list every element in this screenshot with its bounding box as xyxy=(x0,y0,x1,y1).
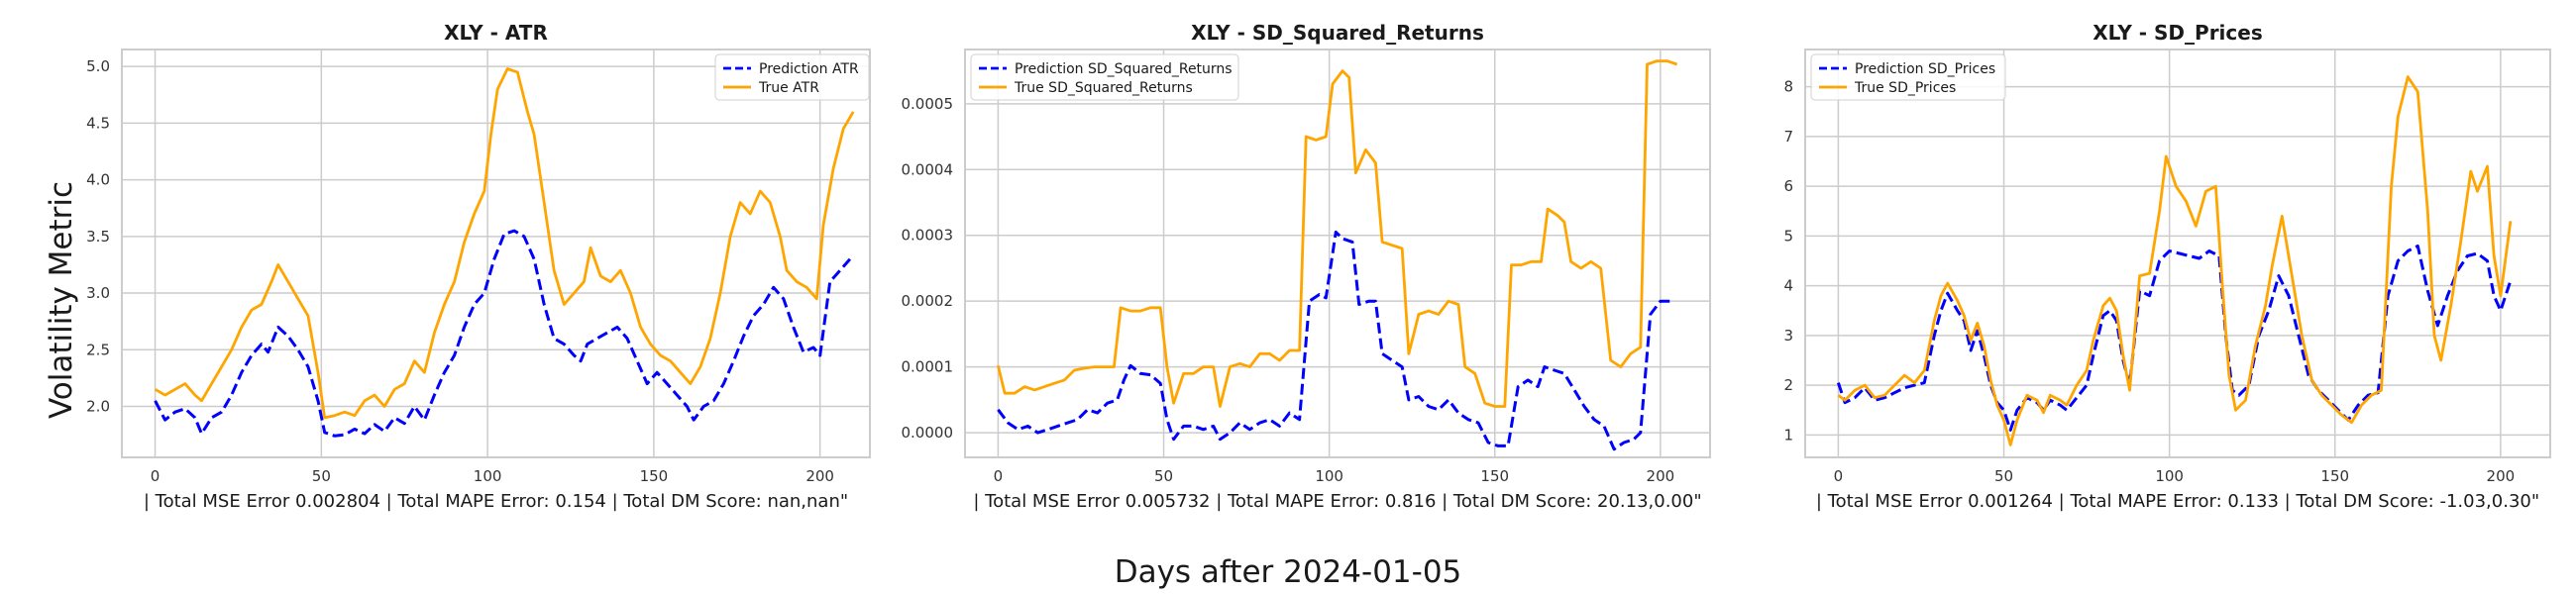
chart-panel-3: 0 50 100 150 200 1 2 3 4 5 6 7 8 XLY - SD_Prices | Tot… xyxy=(1783,21,2551,512)
y-tick-label: 4.5 xyxy=(86,114,110,132)
x-tick-label: 100 xyxy=(474,467,502,485)
y-tick-label: 7 xyxy=(1783,128,1793,146)
y-tick-label: 3.5 xyxy=(86,228,110,246)
figure-x-label: Days after 2024-01-05 xyxy=(1115,554,1462,590)
x-tick-label: 0 xyxy=(1834,467,1844,485)
y-tick-label: 4.0 xyxy=(86,171,110,189)
legend-box xyxy=(714,53,870,101)
legend: Prediction SD_Prices True SD_Prices xyxy=(1810,53,2006,101)
plot-area xyxy=(965,50,1710,457)
legend-label: Prediction SD_Prices xyxy=(1855,61,1995,77)
y-tick-label: 2.5 xyxy=(86,341,110,358)
y-tick-label: 0.0005 xyxy=(902,95,954,113)
y-tick-label: 0.0004 xyxy=(902,160,954,178)
legend: Prediction SD_Squared_Returns True SD_Squ… xyxy=(970,53,1239,101)
legend-box xyxy=(970,53,1239,101)
plot-frame xyxy=(1804,49,2551,458)
x-tick-label: 50 xyxy=(1994,467,2013,485)
y-tick-label: 4 xyxy=(1783,277,1793,295)
chart-title: XLY - SD_Squared_Returns xyxy=(1191,21,1484,45)
plot-frame xyxy=(121,49,871,458)
y-tick-label: 5.0 xyxy=(86,57,110,75)
series-line-prediction xyxy=(997,230,1670,451)
y-tick-label: 6 xyxy=(1783,177,1793,195)
legend-label: Prediction ATR xyxy=(759,61,859,77)
x-tick-label: 200 xyxy=(1647,467,1675,485)
chart-panel-1: 0 50 100 150 200 2.0 2.5 3.0 3.5 4.0 4.5 5.0 XLY - A… xyxy=(86,21,871,512)
y-tick-label: 8 xyxy=(1783,78,1793,96)
y-tick-label: 5 xyxy=(1783,227,1793,245)
x-axis-label: | Total MSE Error 0.005732 | Total MAPE … xyxy=(973,491,1701,512)
y-tick-label: 0.0003 xyxy=(902,227,954,245)
x-tick-label: 50 xyxy=(1154,467,1173,485)
x-axis-label: | Total MSE Error 0.002804 | Total MAPE … xyxy=(144,491,848,512)
x-tick-label: 150 xyxy=(1480,467,1509,485)
x-axis-label: | Total MSE Error 0.001264 | Total MAPE … xyxy=(1816,491,2539,512)
chart-title: XLY - SD_Prices xyxy=(2093,21,2262,45)
y-tick-label: 0.0000 xyxy=(902,424,954,442)
legend-label: True ATR xyxy=(758,80,819,96)
series-line-true xyxy=(154,67,855,420)
x-tick-label: 200 xyxy=(2487,467,2516,485)
chart-title: XLY - ATR xyxy=(444,21,548,45)
chart-panel-2: 0 50 100 150 200 0.0000 0.0001 0.0002 0.0003 0.00… xyxy=(902,21,1711,512)
x-tick-label: 100 xyxy=(2155,467,2184,485)
series-line-true xyxy=(997,59,1678,408)
x-tick-label: 150 xyxy=(2320,467,2349,485)
legend: Prediction ATR True ATR xyxy=(714,53,870,101)
y-tick-label: 0.0002 xyxy=(902,292,954,310)
y-tick-label: 3 xyxy=(1783,327,1793,345)
x-tick-label: 0 xyxy=(151,467,161,485)
x-tick-label: 150 xyxy=(640,467,669,485)
legend-label: True SD_Prices xyxy=(1854,80,1956,96)
series-line-true xyxy=(1837,75,2513,446)
legend-label: Prediction SD_Squared_Returns xyxy=(1015,61,1233,77)
x-tick-label: 0 xyxy=(994,467,1004,485)
plot-frame xyxy=(964,49,1711,458)
x-tick-label: 50 xyxy=(312,467,331,485)
series-line-prediction xyxy=(1836,245,2513,432)
y-tick-label: 0.0001 xyxy=(902,358,954,376)
legend-label: True SD_Squared_Returns xyxy=(1014,80,1193,96)
x-tick-label: 200 xyxy=(805,467,834,485)
legend-box xyxy=(1810,53,2006,101)
y-tick-label: 2 xyxy=(1783,376,1793,394)
x-tick-label: 100 xyxy=(1315,467,1343,485)
y-tick-label: 3.0 xyxy=(86,284,110,302)
figure-y-label: Volatility Metric xyxy=(44,181,79,419)
y-tick-label: 2.0 xyxy=(86,398,110,416)
y-tick-label: 1 xyxy=(1783,426,1793,444)
series-line-prediction xyxy=(154,229,852,438)
